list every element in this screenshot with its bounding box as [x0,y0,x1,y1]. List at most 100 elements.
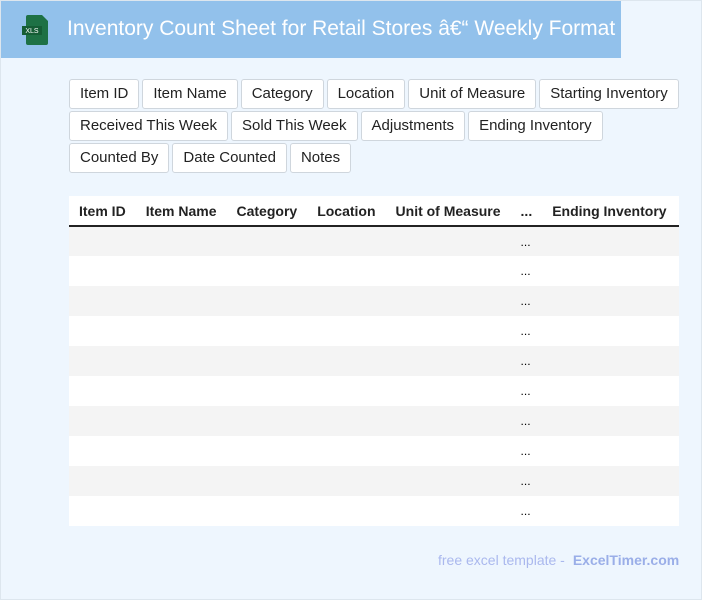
column-header[interactable]: Counted By [676,196,679,227]
table-cell[interactable] [676,346,679,376]
column-tag[interactable]: Location [326,79,406,109]
table-cell[interactable] [226,406,308,436]
table-cell[interactable] [69,496,136,526]
table-cell[interactable] [386,256,511,286]
table-cell[interactable] [69,466,136,496]
table-cell[interactable] [676,226,679,256]
table-cell[interactable] [386,376,511,406]
table-cell[interactable] [307,256,385,286]
column-header[interactable]: Ending Inventory [542,196,677,227]
table-cell[interactable]: ... [510,346,543,376]
table-cell[interactable] [136,316,227,346]
table-cell[interactable]: ... [520,324,531,338]
table-cell[interactable] [227,496,308,526]
table-cell[interactable] [677,256,679,286]
table-cell[interactable]: ... [510,466,543,496]
table-cell[interactable] [542,466,677,496]
table-cell[interactable] [227,436,308,466]
column-tag[interactable]: Notes [289,143,352,173]
table-cell[interactable] [69,346,136,376]
column-tag[interactable]: Sold This Week [231,111,358,141]
table-cell[interactable] [676,406,679,436]
column-tag[interactable]: Starting Inventory [539,79,679,109]
table-cell[interactable] [677,316,679,346]
table-cell[interactable] [307,346,386,376]
table-cell[interactable] [136,496,227,526]
table-cell[interactable] [69,436,136,466]
table-cell[interactable] [542,406,677,436]
table-cell[interactable] [69,286,136,316]
table-cell[interactable] [542,226,677,256]
table-cell[interactable] [542,436,676,466]
table-cell[interactable] [677,436,679,466]
column-tag[interactable]: Adjustments [360,111,466,141]
table-cell[interactable] [542,286,677,316]
table-cell[interactable] [542,346,677,376]
table-cell[interactable] [386,496,511,526]
table-cell[interactable]: ... [520,384,531,398]
table-cell[interactable] [227,256,308,286]
table-cell[interactable] [69,406,136,436]
table-cell[interactable] [136,256,227,286]
table-cell[interactable] [227,316,308,346]
table-cell[interactable] [542,496,676,526]
table-cell[interactable] [307,226,386,256]
table-cell[interactable] [676,466,679,496]
table-cell[interactable] [307,436,385,466]
column-tag[interactable]: Unit of Measure [408,79,537,109]
column-tag[interactable]: Item ID [69,79,140,109]
table-cell[interactable] [677,496,679,526]
table-cell[interactable] [307,496,385,526]
column-tag[interactable]: Ending Inventory [468,111,603,141]
table-cell[interactable] [307,286,386,316]
table-cell[interactable] [69,316,136,346]
table-cell[interactable] [135,466,227,496]
table-cell[interactable] [135,346,227,376]
table-cell[interactable] [385,346,511,376]
table-cell[interactable] [386,436,511,466]
column-header[interactable]: Category [226,196,308,227]
table-cell[interactable] [69,376,136,406]
table-cell[interactable]: ... [520,504,531,518]
table-cell[interactable] [69,226,136,256]
column-header[interactable]: ... [510,196,543,227]
table-cell[interactable] [226,466,308,496]
column-tag[interactable]: Counted By [69,143,170,173]
table-cell[interactable]: ... [510,226,543,256]
column-header[interactable]: Unit of Measure [385,196,511,227]
table-cell[interactable] [69,256,136,286]
table-cell[interactable] [307,406,386,436]
column-tag[interactable]: Date Counted [172,143,287,173]
column-tag[interactable]: Item Name [142,79,238,109]
table-cell[interactable] [136,436,227,466]
table-cell[interactable] [542,316,676,346]
table-cell[interactable] [307,376,385,406]
table-cell[interactable] [136,376,227,406]
table-cell[interactable] [135,226,227,256]
table-cell[interactable] [226,346,308,376]
table-cell[interactable]: ... [510,406,543,436]
column-tag[interactable]: Category [240,79,324,109]
column-header[interactable]: Location [307,196,386,227]
table-cell[interactable] [542,256,676,286]
table-cell[interactable]: ... [520,264,531,278]
table-cell[interactable] [385,466,511,496]
table-cell[interactable] [386,316,511,346]
table-cell[interactable] [307,466,386,496]
table-cell[interactable] [542,376,676,406]
table-cell[interactable] [385,226,511,256]
table-cell[interactable] [677,376,679,406]
table-cell[interactable]: ... [510,286,543,316]
table-cell[interactable] [135,286,227,316]
table-cell[interactable] [307,316,385,346]
table-cell[interactable] [135,406,227,436]
table-cell[interactable]: ... [520,444,531,458]
table-cell[interactable] [227,376,308,406]
table-cell[interactable] [385,286,511,316]
column-tag[interactable]: Received This Week [69,111,229,141]
table-cell[interactable] [226,286,308,316]
brand-link[interactable]: ExcelTimer.com [572,552,680,568]
column-header[interactable]: Item ID [69,196,136,227]
column-header[interactable]: Item Name [135,196,227,227]
table-cell[interactable] [385,406,511,436]
